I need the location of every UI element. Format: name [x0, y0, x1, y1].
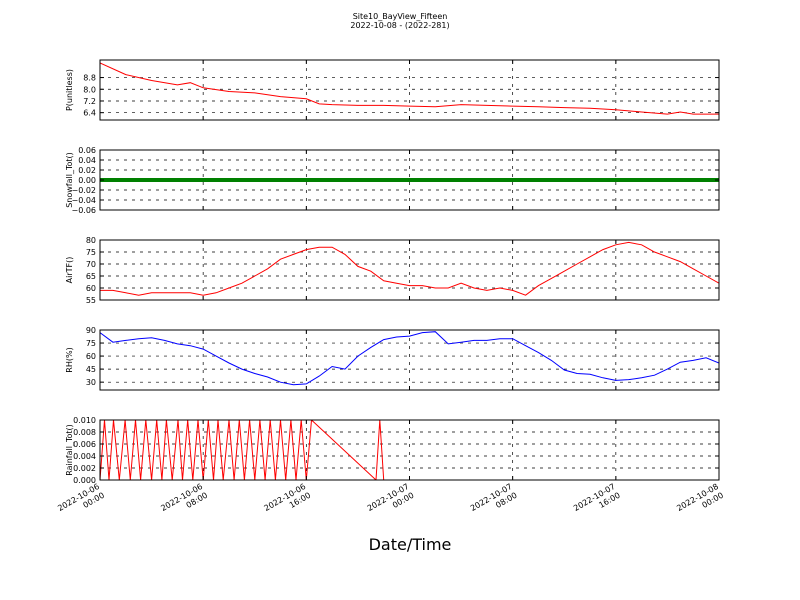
y-tick-label: 8.8: [83, 74, 96, 83]
x-axis-tick-labels: 2022-10-0600:00 2022-10-0608:00 2022-10-06…: [56, 482, 725, 522]
x-tick-label: 2022-10-0716:00: [572, 482, 622, 522]
y-tick-label: 7.2: [83, 97, 96, 106]
y-tick-label: 55: [86, 296, 96, 305]
x-tick-label: 2022-10-0600:00: [56, 482, 106, 522]
x-tick-label: 2022-10-0708:00: [469, 482, 519, 522]
y-tick-label: 0.000: [73, 476, 96, 485]
x-tick-label: 2022-10-0700:00: [366, 482, 416, 522]
y-tick-label: 60: [86, 284, 96, 293]
subplot-2: −0.06−0.04−0.020.000.020.040.06 Snowfall_…: [65, 146, 720, 215]
y-tick-label: −0.04: [71, 196, 96, 205]
x-axis-label: Date/Time: [369, 535, 452, 554]
subplot-stack: 6.47.28.08.8P(unitless)−0.06−0.04−0.020.…: [65, 59, 720, 485]
x-tick-label: 2022-10-0800:00: [675, 482, 725, 522]
y-tick-label: 0.002: [73, 464, 96, 473]
y-tick-label: 0.06: [78, 146, 96, 155]
y-tick-label: 0.00: [78, 176, 96, 185]
y-tick-label: 70: [86, 260, 96, 269]
figure-title: Site10_BayView_Fifteen: [353, 12, 448, 21]
y-axis-label: AirTF(): [65, 257, 74, 284]
y-axis-label: RH(%): [65, 347, 74, 372]
y-axis-label: P(unitless): [65, 69, 74, 111]
y-tick-label: 0.008: [73, 428, 96, 437]
x-tick-label: 2022-10-0608:00: [159, 482, 209, 522]
x-tick-label: 2022-10-0616:00: [263, 482, 313, 522]
y-tick-label: 60: [86, 352, 96, 361]
y-tick-label: 90: [86, 326, 96, 335]
series-line: [100, 62, 719, 115]
subplot-3: 55 60 65 70 75 80 AirTF(): [65, 236, 720, 305]
y-tick-label: −0.02: [71, 186, 96, 195]
y-tick-label: −0.06: [71, 206, 96, 215]
subplot-1: 6.4 7.2 8.0 8.8 P(unitless): [65, 59, 720, 121]
y-tick-label: 80: [86, 236, 96, 245]
y-tick-label: 30: [86, 378, 96, 387]
subplot-4: 30 45 60 75 90 RH(%): [65, 326, 720, 391]
y-tick-label: 65: [86, 272, 96, 281]
series-line: [100, 420, 719, 480]
y-tick-label: 75: [86, 248, 96, 257]
y-axis-label: Snowfall_Tot(): [65, 152, 74, 208]
series-line: [100, 241, 719, 296]
y-tick-label: 45: [86, 365, 96, 374]
y-tick-label: 0.004: [73, 452, 96, 461]
y-tick-label: 6.4: [83, 109, 96, 118]
y-tick-label: 0.010: [73, 416, 96, 425]
y-axis-label: Rainfall_Tot(): [65, 424, 74, 476]
y-tick-label: 0.006: [73, 440, 96, 449]
y-tick-label: 8.0: [83, 85, 96, 94]
y-tick-label: 75: [86, 339, 96, 348]
y-tick-label: 0.02: [78, 166, 96, 175]
series-line: [100, 331, 719, 386]
figure-subtitle: 2022-10-08 - (2022-281): [350, 21, 449, 30]
y-tick-label: 0.04: [78, 156, 96, 165]
subplot-5: 0.000 0.002 0.004 0.006 0.008 0.010Rainfall_T…: [65, 416, 720, 485]
